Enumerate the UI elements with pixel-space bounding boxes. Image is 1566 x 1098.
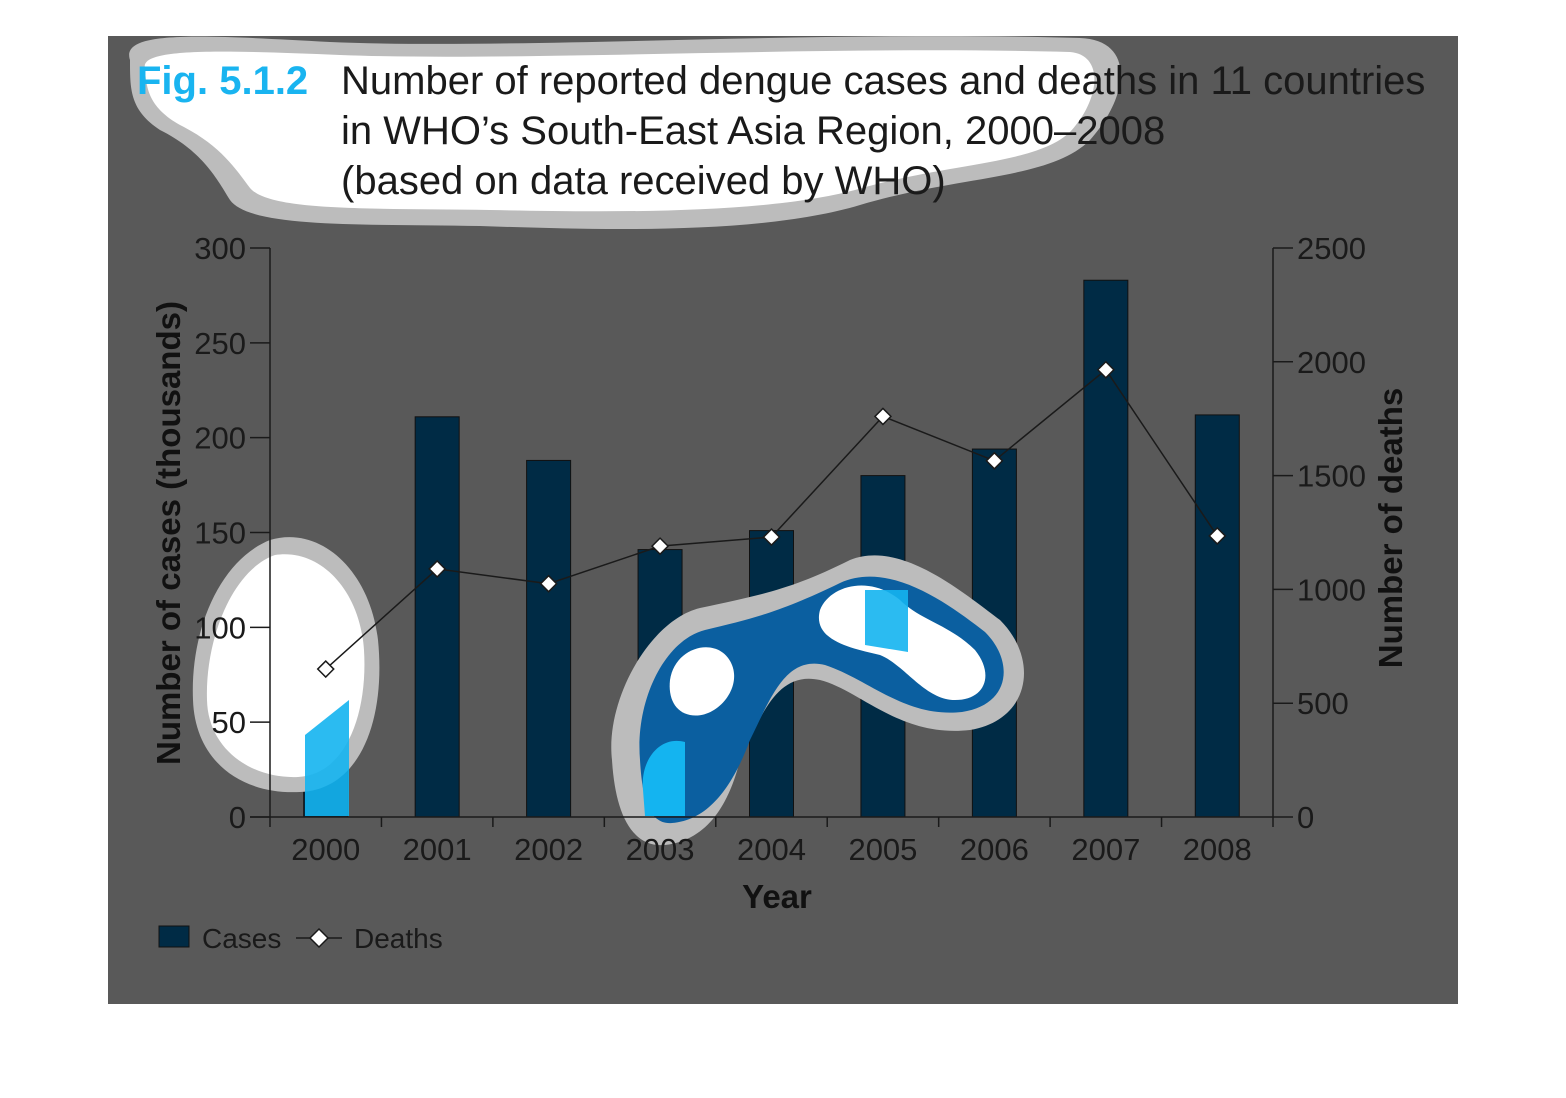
title-line-3: (based on data received by WHO) [341, 159, 946, 203]
legend: Cases Deaths [158, 923, 443, 954]
y-left-tick-label: 0 [229, 800, 246, 835]
axes-layer: 0 50 100 150 200 250 300 0 500 1000 1500 2000 2500 20… [194, 231, 1366, 867]
y-right-tick-label: 2500 [1297, 231, 1366, 266]
deaths-point-2003 [650, 537, 670, 556]
legend-label-deaths: Deaths [354, 923, 443, 954]
y-right-tick-label: 1000 [1297, 572, 1366, 607]
y-left-tick-label: 300 [194, 231, 246, 266]
bar-cases-2001 [414, 416, 460, 818]
bar-cases-2002 [526, 459, 572, 818]
x-tick-label-2001: 2001 [403, 832, 472, 867]
legend-swatch-deaths [296, 927, 342, 949]
deaths-point-2001 [428, 559, 447, 578]
deaths-point-2006 [985, 451, 1004, 470]
y-left-tick-label: 50 [212, 705, 246, 740]
x-tick-label-2006: 2006 [960, 832, 1029, 867]
deaths-point-2007 [1096, 360, 1115, 379]
deaths-point-2004 [762, 527, 781, 547]
bars-layer [303, 279, 1240, 818]
plot-highlight-blobs [192, 537, 1024, 846]
title-line-1: Number of reported dengue cases and deat… [341, 59, 1425, 103]
legend-swatch-cases [158, 925, 190, 948]
x-tick-label-2007: 2007 [1071, 832, 1140, 867]
title-highlight-blob [129, 36, 1121, 230]
x-tick-label-2000: 2000 [291, 832, 360, 867]
y-right-tick-label: 0 [1297, 800, 1314, 835]
y-axis-left-title: Number of cases (thousands) [150, 301, 187, 765]
deaths-point-2000 [316, 659, 335, 679]
x-tick-label-2005: 2005 [848, 832, 917, 867]
y-right-tick-label: 2000 [1297, 345, 1366, 380]
title-line-2: in WHO’s South-East Asia Region, 2000–20… [341, 109, 1165, 153]
deaths-line-layer [316, 360, 1227, 679]
y-left-tick-label: 200 [194, 421, 246, 456]
x-tick-label-2003: 2003 [626, 832, 695, 867]
figure-label: Fig. 5.1.2 [137, 59, 308, 103]
y-right-tick-label: 500 [1297, 686, 1349, 721]
deaths-point-2005 [873, 407, 893, 426]
legend-label-cases: Cases [202, 923, 281, 954]
chart-title: Fig. 5.1.2 Number of reported dengue cas… [137, 59, 1425, 203]
deaths-point-2008 [1208, 526, 1227, 545]
y-left-tick-label: 100 [194, 610, 246, 645]
x-tick-label-2008: 2008 [1183, 832, 1252, 867]
x-axis-title: Year [742, 878, 812, 915]
bar-cases-2008 [1194, 414, 1240, 818]
x-tick-label-2004: 2004 [737, 832, 806, 867]
x-tick-label-2002: 2002 [514, 832, 583, 867]
y-axis-right-title: Number of deaths [1372, 388, 1409, 669]
y-left-tick-label: 250 [194, 326, 246, 361]
deaths-point-2002 [539, 574, 558, 593]
y-left-tick-label: 150 [194, 516, 246, 551]
y-right-tick-label: 1500 [1297, 459, 1366, 494]
